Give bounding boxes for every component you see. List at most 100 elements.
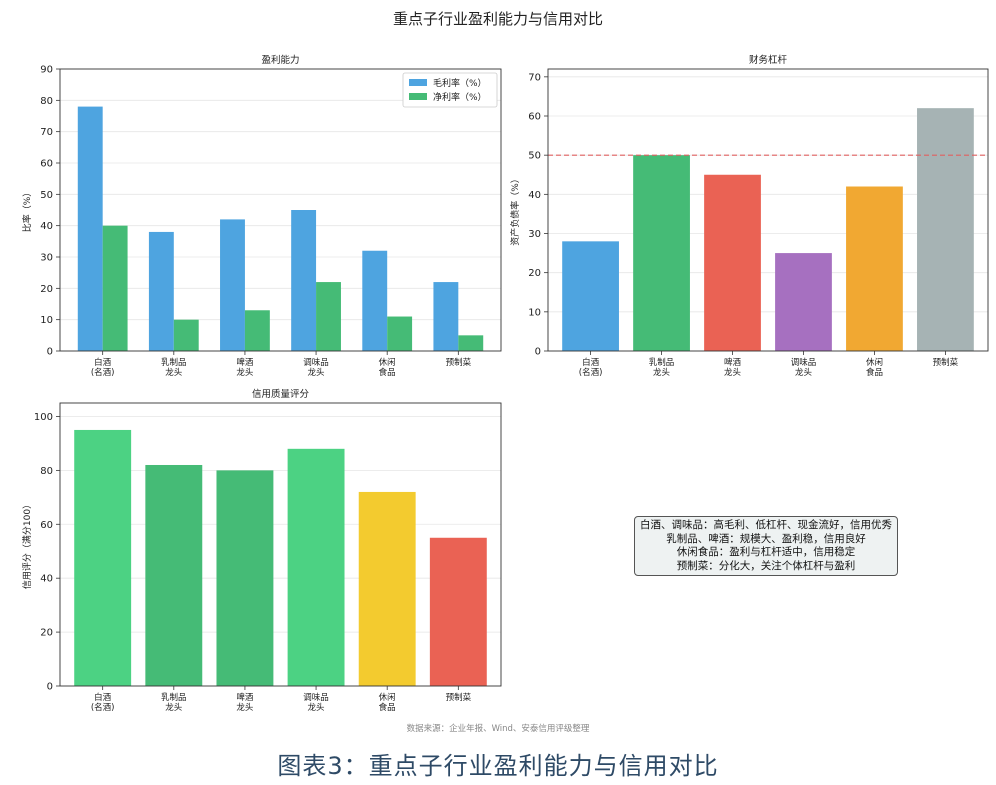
x-tick-label: 龙头 — [236, 702, 254, 713]
note-line: 预制菜：分化大，关注个体杠杆与盈利 — [676, 559, 856, 572]
x-tick-label: (名酒) — [91, 367, 115, 378]
main-title: 重点子行业盈利能力与信用对比 — [392, 10, 603, 28]
y-tick-label: 100 — [34, 412, 53, 423]
x-tick-label: 白酒 — [94, 692, 112, 703]
x-tick-label: 龙头 — [724, 367, 742, 378]
y-tick-label: 30 — [40, 253, 53, 264]
y-tick-label: 80 — [40, 96, 53, 107]
bar — [846, 186, 903, 351]
y-tick-label: 20 — [40, 284, 53, 295]
y-tick-label: 50 — [528, 151, 541, 162]
y-tick-label: 80 — [40, 466, 53, 477]
data-source: 数据来源：企业年报、Wind、安泰信用评级整理 — [406, 724, 590, 734]
bar — [775, 253, 832, 351]
y-tick-label: 60 — [40, 520, 53, 531]
legend-label: 净利率（%） — [433, 91, 487, 103]
y-tick-label: 50 — [40, 190, 53, 201]
chart-title: 盈利能力 — [261, 54, 299, 66]
x-tick-label: 调味品 — [303, 692, 329, 703]
x-tick-label: 乳制品 — [161, 357, 187, 368]
bar — [216, 470, 274, 686]
x-tick-label: 乳制品 — [161, 692, 187, 703]
legend-label: 毛利率（%） — [433, 77, 487, 89]
bar — [316, 282, 341, 351]
figure-caption: 图表3：重点子行业盈利能力与信用对比 — [277, 752, 719, 780]
x-tick-label: 龙头 — [308, 702, 326, 713]
y-tick-label: 10 — [40, 315, 53, 326]
y-tick-label: 10 — [528, 307, 541, 318]
bar — [917, 108, 974, 352]
summary-note-box: 白酒、调味品：高毛利、低杠杆、现金流好，信用优秀 乳制品、啤酒：规模大、盈利稳，… — [634, 516, 898, 576]
y-tick-label: 70 — [40, 127, 53, 138]
bar — [387, 316, 413, 351]
y-axis-label: 资产负债率（%） — [509, 174, 521, 246]
chart-title: 信用质量评分 — [252, 388, 310, 400]
y-tick-label: 0 — [47, 682, 53, 693]
legend-swatch — [409, 79, 427, 86]
bar — [433, 282, 459, 351]
y-axis-label: 比率（%） — [21, 188, 33, 233]
axes-frame — [59, 402, 502, 687]
bar — [148, 231, 174, 351]
x-tick-label: 龙头 — [165, 702, 183, 713]
x-tick-label: 食品 — [379, 367, 396, 378]
x-tick-label: 休闲 — [379, 357, 396, 368]
bar — [102, 225, 128, 351]
y-tick-label: 40 — [40, 574, 53, 585]
bar — [173, 319, 199, 351]
x-tick-label: 调味品 — [303, 357, 329, 368]
x-tick-label: 白酒 — [94, 357, 112, 368]
y-tick-label: 30 — [528, 229, 541, 240]
axes-frame — [547, 68, 989, 352]
chart-title: 财务杠杆 — [749, 54, 788, 66]
x-tick-label: 龙头 — [165, 367, 183, 378]
bar — [74, 429, 132, 686]
x-tick-label: 食品 — [379, 702, 396, 713]
bar — [429, 537, 487, 686]
x-tick-label: 龙头 — [653, 367, 671, 378]
y-tick-label: 0 — [47, 347, 53, 358]
y-tick-label: 90 — [40, 65, 53, 76]
note-line: 白酒、调味品：高毛利、低杠杆、现金流好，信用优秀 — [640, 519, 892, 531]
bar — [458, 335, 484, 351]
y-tick-label: 40 — [40, 221, 53, 232]
y-tick-label: 60 — [528, 112, 541, 123]
x-tick-label: 龙头 — [308, 367, 326, 378]
y-tick-label: 20 — [40, 628, 53, 639]
x-tick-label: 白酒 — [582, 357, 600, 368]
note-line: 乳制品、啤酒：规模大、盈利稳，信用良好 — [666, 532, 866, 545]
bar — [362, 250, 388, 351]
note-line: 休闲食品：盈利与杠杆适中，信用稳定 — [676, 546, 856, 558]
bar — [562, 241, 619, 351]
x-tick-label: 预制菜 — [933, 357, 959, 368]
y-tick-label: 70 — [528, 72, 541, 83]
bar — [220, 219, 245, 351]
x-tick-label: 休闲 — [866, 357, 883, 368]
bar — [704, 174, 761, 351]
y-tick-label: 0 — [535, 347, 541, 358]
bar — [145, 464, 203, 686]
x-tick-label: 预制菜 — [446, 692, 472, 703]
x-tick-label: 啤酒 — [724, 357, 742, 368]
bar — [77, 106, 103, 351]
bar — [244, 310, 270, 351]
bar — [291, 210, 317, 351]
legend-swatch — [409, 93, 427, 100]
x-tick-label: 龙头 — [236, 367, 254, 378]
axes-frame — [59, 68, 502, 352]
x-tick-label: 食品 — [866, 367, 883, 378]
x-tick-label: 休闲 — [379, 692, 396, 703]
x-tick-label: (名酒) — [579, 367, 603, 378]
bar — [287, 448, 345, 686]
x-tick-label: 龙头 — [795, 367, 813, 378]
x-tick-label: 乳制品 — [649, 357, 675, 368]
y-axis-label: 信用评分（满分100） — [21, 500, 33, 589]
x-tick-label: (名酒) — [91, 702, 115, 713]
x-tick-label: 啤酒 — [236, 692, 254, 703]
y-tick-label: 40 — [528, 190, 541, 201]
y-tick-label: 20 — [528, 268, 541, 279]
y-tick-label: 60 — [40, 159, 53, 170]
x-tick-label: 预制菜 — [446, 357, 472, 368]
